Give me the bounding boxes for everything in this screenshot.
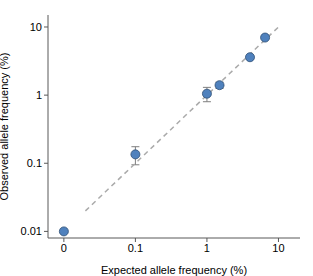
svg-text:0: 0 — [61, 242, 67, 254]
svg-text:0.1: 0.1 — [128, 242, 143, 254]
svg-text:Expected allele frequency (%): Expected allele frequency (%) — [101, 264, 247, 276]
svg-text:Observed allele frequency (%): Observed allele frequency (%) — [8, 53, 10, 201]
svg-text:0.01: 0.01 — [21, 225, 42, 237]
svg-text:1: 1 — [204, 242, 210, 254]
svg-text:10: 10 — [30, 21, 42, 33]
svg-text:0.1: 0.1 — [27, 157, 42, 169]
svg-text:1: 1 — [36, 89, 42, 101]
svg-text:10: 10 — [272, 242, 284, 254]
